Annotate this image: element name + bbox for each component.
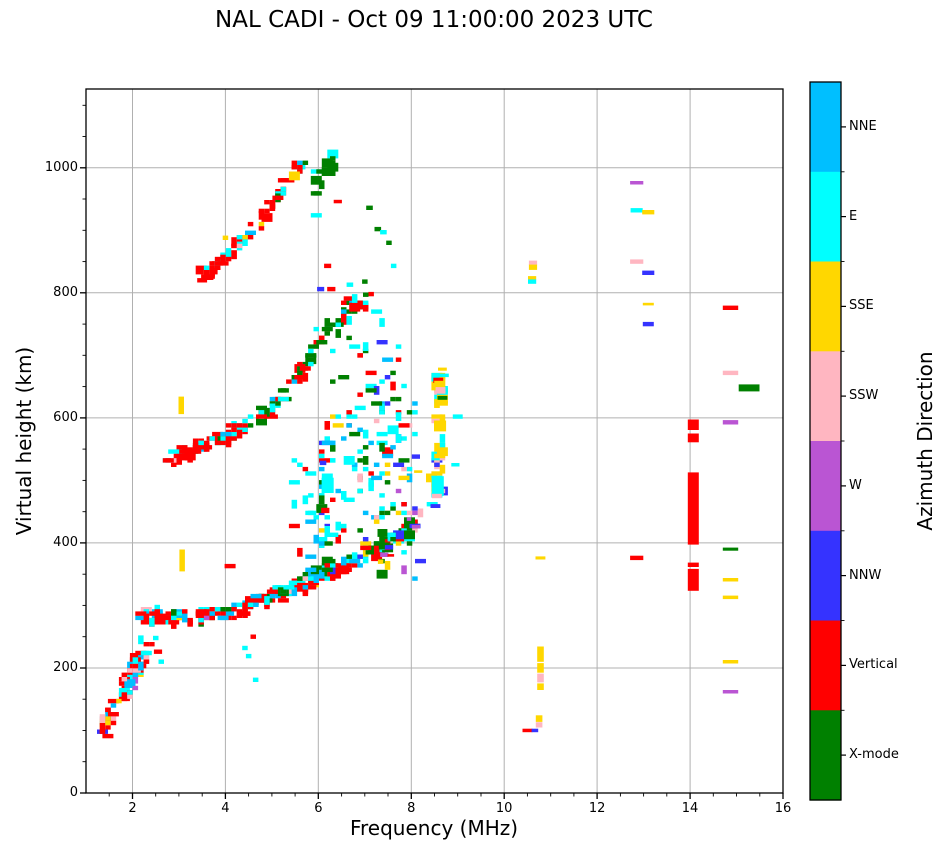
colorbar-category-label: SSW (849, 388, 879, 404)
y-tick-label: 200 (53, 659, 78, 675)
x-tick-label: 10 (495, 801, 513, 816)
y-tick-label: 800 (53, 284, 78, 300)
y-tick-label: 1000 (44, 159, 78, 175)
colorbar (809, 81, 846, 801)
y-axis-label: Virtual height (km) (12, 346, 36, 536)
plot-area (86, 89, 783, 793)
y-tick-label: 0 (69, 785, 78, 800)
axes-spines-ticks (80, 88, 784, 799)
colorbar-category-label: Vertical (849, 657, 898, 673)
colorbar-category-label: W (849, 477, 862, 493)
colorbar-category-label: NNW (849, 567, 882, 583)
colorbar-category-label: E (849, 208, 858, 224)
chart-title: NAL CADI - Oct 09 11:00:00 2023 UTC (215, 7, 653, 33)
colorbar-category-label: SSE (849, 298, 874, 314)
x-tick-label: 4 (221, 801, 230, 816)
x-axis-label: Frequency (MHz) (349, 816, 519, 840)
y-tick-label: 600 (53, 409, 78, 425)
y-tick-label: 400 (53, 534, 78, 550)
colorbar-label: Azimuth Direction (913, 351, 937, 531)
x-tick-label: 2 (128, 801, 137, 816)
x-tick-label: 14 (681, 801, 699, 816)
x-tick-label: 6 (314, 801, 323, 816)
colorbar-category-label: X-mode (849, 747, 899, 763)
x-tick-label: 12 (588, 801, 606, 816)
x-tick-label: 8 (407, 801, 416, 816)
scatter-points (97, 149, 760, 739)
x-tick-label: 16 (774, 801, 792, 816)
colorbar-category-label: NNE (849, 118, 877, 134)
gridlines (86, 89, 783, 793)
